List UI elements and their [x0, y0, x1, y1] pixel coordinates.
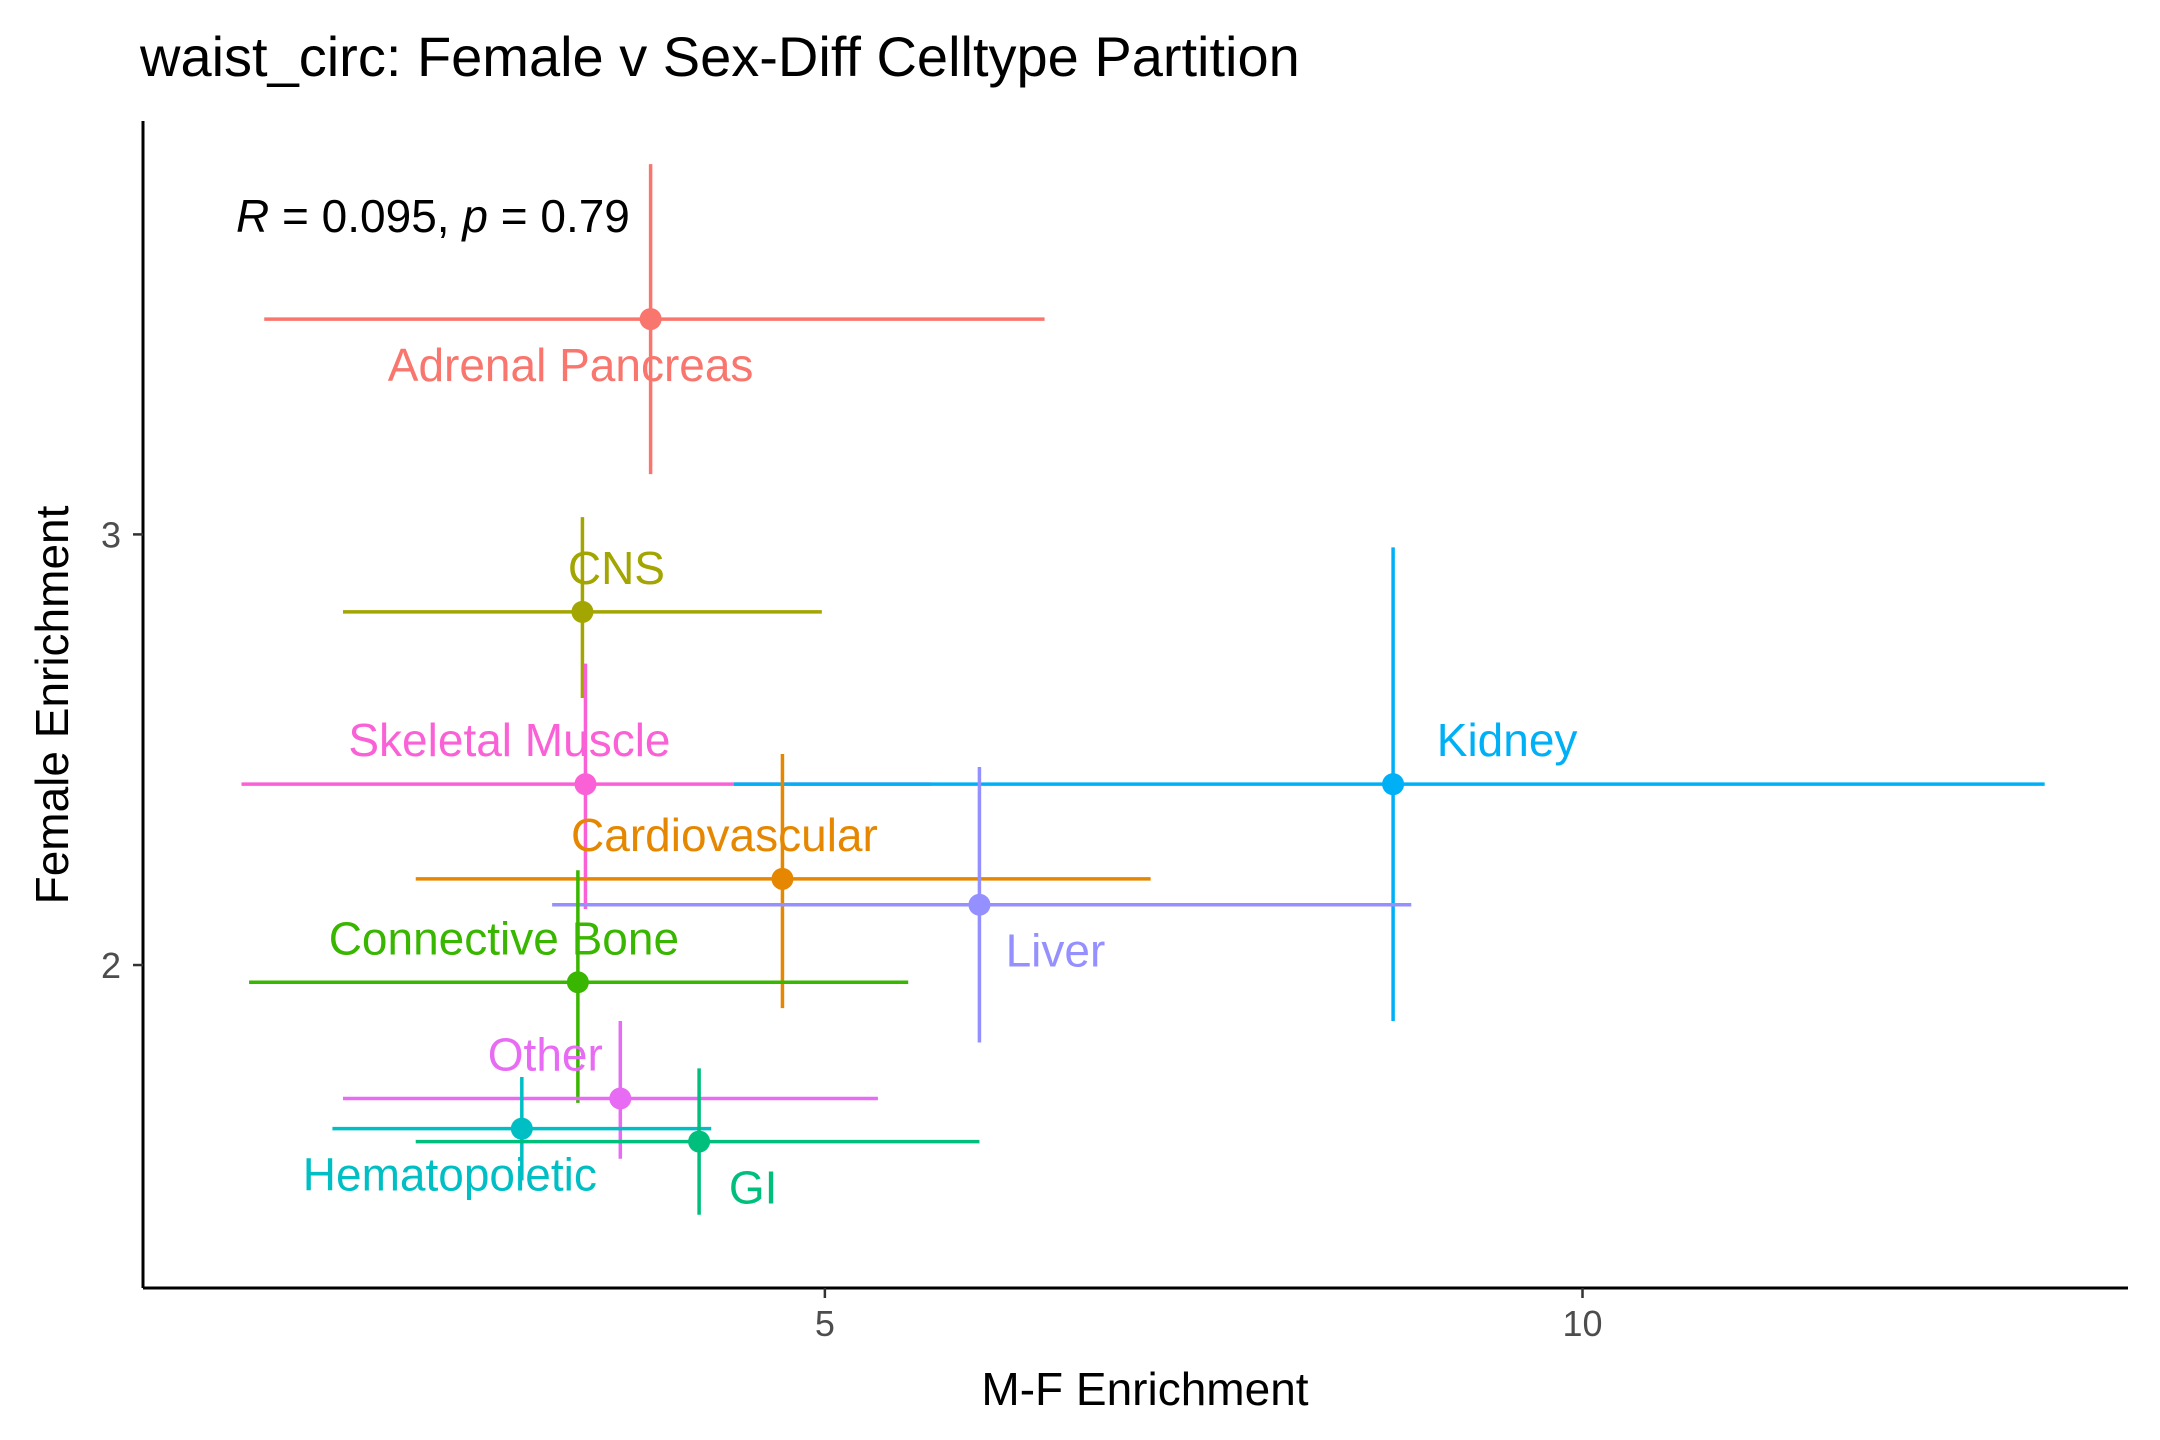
data-point-kidney: [1382, 773, 1405, 796]
point-label-adrenal-pancreas: Adrenal Pancreas: [388, 339, 754, 391]
point-label-skeletal-muscle: Skeletal Muscle: [348, 714, 670, 766]
point-label-hematopoietic: Hematopoietic: [303, 1149, 597, 1201]
point-group-adrenal-pancreas: Adrenal Pancreas: [264, 164, 1045, 475]
data-point-cardiovascular: [771, 867, 794, 890]
point-group-connective-bone: Connective Bone: [249, 870, 909, 1103]
chart-title: waist_circ: Female v Sex-Diff Celltype P…: [139, 25, 1300, 88]
data-point-cns: [571, 600, 594, 623]
p-symbol: p: [460, 190, 488, 242]
data-point-gi: [688, 1130, 711, 1153]
point-group-gi: GI: [415, 1068, 980, 1215]
r-symbol: R: [236, 190, 269, 242]
r-value: = 0.095,: [269, 190, 462, 242]
point-label-cardiovascular: Cardiovascular: [571, 809, 878, 861]
point-group-cardiovascular: Cardiovascular: [415, 754, 1151, 1009]
data-point-hematopoietic: [510, 1117, 533, 1140]
point-label-other: Other: [488, 1029, 603, 1081]
correlation-annotation: R = 0.095, p = 0.79: [236, 190, 630, 242]
x-tick-label: 10: [1562, 1303, 1602, 1344]
point-group-kidney: Kidney: [733, 547, 2045, 1022]
point-group-cns: CNS: [343, 517, 822, 699]
y-axis-ticks: 23: [101, 514, 143, 986]
data-point-adrenal-pancreas: [639, 308, 662, 331]
point-label-connective-bone: Connective Bone: [329, 912, 679, 964]
point-label-cns: CNS: [568, 542, 665, 594]
y-axis-title: Female Enrichment: [26, 505, 78, 904]
point-label-gi: GI: [729, 1162, 778, 1214]
y-tick-label: 2: [101, 945, 121, 986]
data-point-skeletal-muscle: [574, 773, 597, 796]
data-point-other: [609, 1087, 632, 1110]
point-group-liver: Liver: [552, 766, 1412, 1043]
point-group-skeletal-muscle: Skeletal Muscle: [241, 663, 931, 910]
data-point-connective-bone: [566, 971, 589, 994]
x-tick-label: 5: [815, 1303, 835, 1344]
y-tick-label: 3: [101, 514, 121, 555]
point-group-other: Other: [343, 1021, 878, 1159]
x-axis-ticks: 5 10: [815, 1288, 1603, 1344]
point-label-liver: Liver: [1006, 925, 1106, 977]
plot-area: Adrenal Pancreas CNS Skeletal Muscle Kidney…: [241, 164, 2045, 1215]
x-axis-title: M-F Enrichment: [981, 1363, 1308, 1415]
point-group-hematopoietic: Hematopoietic: [303, 1076, 712, 1201]
data-point-liver: [968, 893, 991, 916]
p-value: = 0.79: [488, 190, 630, 242]
point-label-kidney: Kidney: [1437, 714, 1578, 766]
